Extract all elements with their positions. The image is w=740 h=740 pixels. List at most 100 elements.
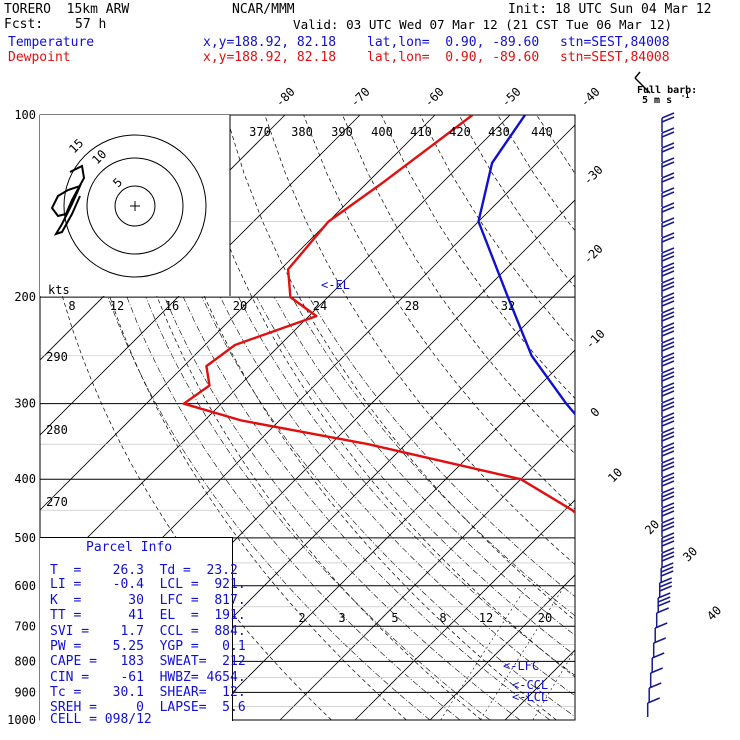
speed-label: 32 (501, 299, 515, 313)
isotherm-line (40, 115, 436, 511)
wind-barb-flag (661, 262, 675, 269)
wind-barb-flag (661, 536, 675, 543)
parcel-row-8: Tc = 30.1 SHEAR= 12. (50, 685, 246, 700)
wind-barb-flag (661, 146, 675, 153)
parcel-row-2: K = 30 LFC = 817. (50, 593, 246, 608)
isotherm-line (40, 115, 511, 586)
lfc-marker: <-LFC (503, 659, 540, 673)
wind-barb-flag (657, 592, 671, 599)
legend-temperature-stn: stn=SEST,84008 (560, 35, 670, 50)
wind-barb-flag (660, 570, 674, 577)
pressure-tick-label: 1000 (7, 713, 36, 727)
wind-barb-flag (661, 217, 675, 224)
dry-adiabat (614, 115, 740, 720)
plot-frame (39, 114, 576, 721)
legend-temperature-xy: x,y=188.92, 82.18 (203, 35, 337, 50)
wind-barb-flag (661, 491, 675, 498)
dry-adiabat (303, 115, 575, 510)
wind-barb-flag (661, 202, 675, 209)
speed-label: 24 (313, 299, 327, 313)
theta-label: 440 (531, 125, 553, 139)
wind-barb-flag (661, 296, 675, 303)
isotherm-label: 30 (680, 544, 700, 564)
wind-barb-flag (661, 461, 675, 468)
wind-barb-flag (650, 667, 663, 674)
wind-barb-flag (661, 300, 675, 307)
isotherm-label: -20 (581, 242, 606, 267)
wind-barb-flag (661, 416, 675, 423)
theta-label: 400 (371, 125, 393, 139)
wind-barb-flag (661, 506, 675, 513)
theta-label: 370 (249, 125, 271, 139)
isotherm-label: -80 (273, 85, 298, 110)
barb-key-sup: -1 (681, 92, 690, 100)
wind-barb-flag (661, 405, 675, 412)
parcel-row-5: PW = 5.25 YGP = 0.1 (50, 639, 246, 654)
wind-barb-flag (657, 596, 671, 603)
wind-barb-flag (656, 607, 669, 614)
hodograph-trace (50, 164, 86, 236)
wind-barb-flag (661, 360, 675, 367)
wind-barb-flag (648, 682, 662, 689)
parcel-row-7: CIN = -61 HWBZ= 4654. (50, 670, 246, 685)
valid-time: Valid: 03 UTC Wed 07 Mar 12 (21 CST Tue … (293, 17, 673, 32)
speed-label: 8 (68, 299, 75, 313)
moist-adiabat (308, 296, 575, 598)
ccl-marker: <-CCL (512, 678, 549, 692)
moist-adiabat (256, 296, 575, 656)
wind-barbs (634, 71, 675, 717)
wind-barb-flag (661, 255, 675, 262)
model-name: TORERO 15km ARW (4, 2, 130, 17)
wind-barb-flag (661, 206, 675, 213)
hodograph-ring (63, 134, 207, 278)
barb-key-line2: 5 m s (642, 95, 673, 106)
wind-barb-flag (661, 116, 675, 123)
parcel-row-1: LI = -0.4 LCL = 921. (50, 577, 246, 592)
wind-barb-flag (659, 577, 672, 584)
wind-barb-flag (661, 551, 675, 558)
center-name: NCAR/MMM (232, 2, 295, 17)
wind-barb-flag (661, 341, 675, 348)
isotherm-line (40, 115, 361, 436)
isotherm-label: 40 (704, 603, 724, 623)
wind-barb-flag (661, 330, 675, 337)
parcel-row-6: CAPE = 183 SWEAT= 212 (50, 654, 246, 669)
pressure-tick-label: 500 (14, 531, 36, 545)
isotherm-line (504, 649, 575, 720)
wind-barb-flag (661, 371, 675, 378)
wind-barb-flag (661, 236, 675, 243)
wind-barb-flag (661, 502, 675, 509)
wind-barb-flag (661, 172, 675, 179)
wind-barb-flag (661, 435, 675, 442)
mixing-ratio-line (584, 586, 663, 720)
theta-label: 380 (291, 125, 313, 139)
wind-barb-flag (661, 277, 675, 284)
isotherm-line (279, 424, 575, 720)
wind-barb-flag (661, 367, 675, 374)
parcel-row-9: SREH = 0 LAPSE= 5.6 (50, 700, 246, 715)
wind-barb-flag (661, 446, 675, 453)
wind-barb-flag (661, 352, 675, 359)
wind-barb-flag (661, 131, 675, 138)
forecast-hour: 57 h (75, 17, 107, 32)
wind-barb-flag (661, 322, 675, 329)
wind-barb-flag (661, 476, 675, 483)
dry-adiabat (536, 115, 575, 175)
theta-label: 390 (331, 125, 353, 139)
barb-key-line1: Full barb: (637, 85, 698, 96)
legend-dewpoint-xy: x,y=188.92, 82.18 (203, 50, 337, 65)
wind-barb-flag (661, 532, 675, 539)
wind-barb-flag (654, 622, 668, 629)
pressure-tick-label: 200 (14, 290, 36, 304)
wind-barb-flag (661, 326, 675, 333)
wind-barb-flag (661, 420, 675, 427)
parcel-info-title: Parcel Info (86, 540, 173, 555)
wind-barb-flag (661, 431, 675, 438)
wind-barb-flag (661, 412, 675, 419)
dry-adiabat (186, 115, 575, 678)
moist-adiabat (183, 296, 551, 720)
hodograph-ring (86, 157, 184, 255)
wind-barb-flag (660, 566, 674, 573)
isotherm-line (354, 499, 575, 720)
